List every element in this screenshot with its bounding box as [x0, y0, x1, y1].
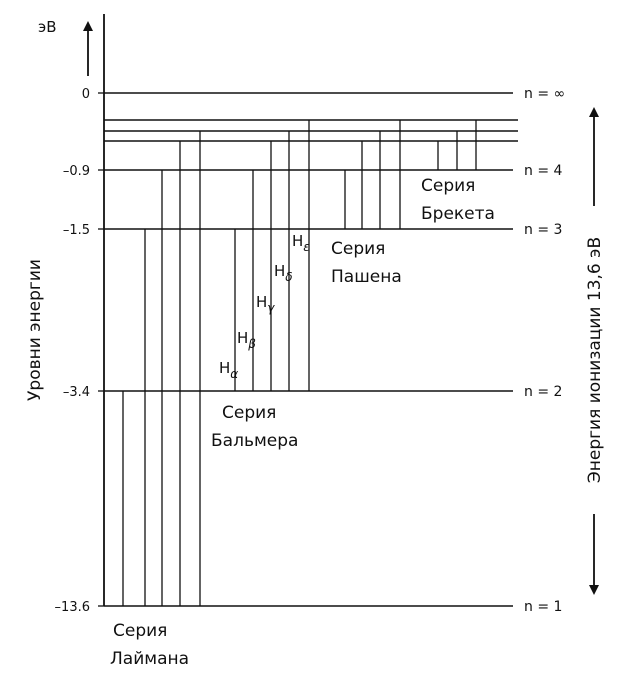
- balmer-line-label-gamma: Hγ: [256, 293, 275, 315]
- level-value: –13.6: [55, 600, 90, 615]
- y-axis-title: Уровни энергии: [25, 259, 45, 401]
- level-value: –1.5: [63, 223, 90, 238]
- unit-label: эВ: [38, 18, 57, 36]
- balmer-series-label: Бальмера: [211, 431, 298, 451]
- level-value: 0: [82, 87, 90, 102]
- level-n-label: n = ∞: [524, 86, 565, 102]
- brackett-transitions: [437, 120, 477, 170]
- lyman-transitions: [122, 131, 201, 606]
- brackett-series-label: Брекета: [421, 204, 495, 224]
- level-n-label: n = 4: [524, 163, 563, 179]
- ionization-energy-label: Энергия ионизации 13,6 эВ: [585, 237, 605, 483]
- paschen-series-label: Серия: [331, 239, 385, 259]
- level-n-label: n = 2: [524, 384, 562, 400]
- balmer-line-label-alpha: Hα: [219, 359, 238, 381]
- paschen-transitions: [344, 120, 401, 229]
- balmer-line-label-beta: Hβ: [237, 329, 256, 351]
- balmer-line-label-delta: Hδ: [274, 262, 293, 284]
- level-n-label: n = 1: [524, 599, 562, 615]
- lyman-series-label: Лаймана: [110, 649, 189, 669]
- level-value: –3.4: [63, 385, 90, 400]
- level-n-label: n = 3: [524, 222, 562, 238]
- level-value: –0.9: [63, 164, 90, 179]
- balmer-line-label-epsilon: Hε: [292, 232, 310, 254]
- balmer-transitions: [234, 120, 310, 391]
- balmer-series-label: Серия: [222, 403, 276, 423]
- brackett-series-label: Серия: [421, 176, 475, 196]
- lyman-series-label: Серия: [113, 621, 167, 641]
- paschen-series-label: Пашена: [331, 267, 402, 287]
